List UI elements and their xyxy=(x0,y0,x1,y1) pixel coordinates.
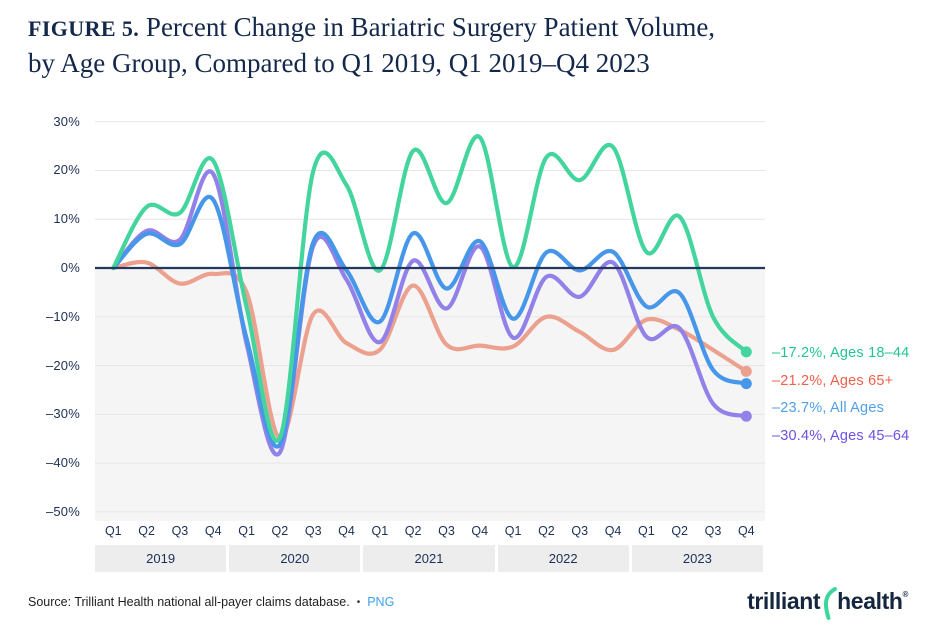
legend-entry: –23.7%, All Ages xyxy=(772,400,885,416)
x-tick-quarter: Q4 xyxy=(737,524,755,538)
registered-mark: ® xyxy=(902,590,909,599)
series-end-dot-ages-65- xyxy=(740,365,752,377)
legend-entry: –17.2%, Ages 18–44 xyxy=(772,345,910,361)
x-tick-quarter: Q1 xyxy=(238,524,255,538)
series-end-dot-ages-45-64 xyxy=(740,410,752,422)
y-tick-label: –10% xyxy=(45,308,80,324)
x-tick-quarter: Q3 xyxy=(171,524,189,538)
figure-title-line1: Percent Change in Bariatric Surgery Pati… xyxy=(139,12,716,42)
x-tick-quarter: Q4 xyxy=(204,524,222,538)
logo-word-trilliant: trilliant xyxy=(747,588,821,614)
year-band: 2023 xyxy=(631,545,763,572)
series-line-ages-18-44 xyxy=(111,134,749,443)
x-tick-quarter: Q1 xyxy=(638,524,655,538)
x-tick-quarter: Q2 xyxy=(671,524,689,538)
x-tick-quarter: Q2 xyxy=(538,524,555,538)
x-tick-quarter: Q4 xyxy=(338,524,355,538)
x-tick-quarter: Q1 xyxy=(504,524,522,538)
trilliant-health-logo: trilliant health ® xyxy=(747,587,909,620)
logo-swoosh-icon xyxy=(824,587,838,620)
legend: –17.2%, Ages 18–44 –21.2%, Ages 65+ –23.7%… xyxy=(772,340,909,450)
x-tick-quarter: Q2 xyxy=(271,524,289,538)
series-line-ages-65- xyxy=(111,259,749,441)
logo-word-health: health xyxy=(837,588,903,614)
y-tick-label: –30% xyxy=(45,406,80,422)
x-tick-quarter: Q3 xyxy=(438,524,455,538)
figure-title: FIGURE 5. Percent Change in Bariatric Su… xyxy=(28,10,898,80)
x-tick-quarter: Q3 xyxy=(571,524,589,538)
year-band: 2019 xyxy=(95,545,227,572)
x-tick-quarter: Q3 xyxy=(704,524,722,538)
figure-title-line2: by Age Group, Compared to Q1 2019, Q1 20… xyxy=(28,48,650,78)
year-band: 2022 xyxy=(497,545,629,572)
x-tick-quarter: Q4 xyxy=(604,524,622,538)
series-line-all-ages xyxy=(111,194,749,449)
x-tick-quarter: Q1 xyxy=(371,524,389,538)
png-link[interactable]: PNG xyxy=(367,595,395,609)
y-tick-label: 30% xyxy=(53,113,80,129)
x-tick-quarter: Q4 xyxy=(471,524,489,538)
x-tick-quarter: Q2 xyxy=(138,524,155,538)
series-end-dot-ages-18-44 xyxy=(740,346,752,358)
series-line-ages-45-64 xyxy=(111,169,749,457)
source-text: Source: Trilliant Health national all-pa… xyxy=(28,595,350,609)
bullet-separator: • xyxy=(356,597,361,608)
y-tick-label: –20% xyxy=(45,357,80,373)
x-tick-quarter: Q3 xyxy=(304,524,322,538)
footer: Source: Trilliant Health national all-pa… xyxy=(28,595,394,609)
y-tick-label: –40% xyxy=(45,455,80,471)
y-tick-label: –50% xyxy=(45,503,80,519)
legend-entry: –30.4%, Ages 45–64 xyxy=(772,427,910,444)
y-tick-label: 10% xyxy=(53,211,80,227)
figure-label: FIGURE 5. xyxy=(28,16,140,41)
legend-entry: –21.2%, Ages 65+ xyxy=(772,372,894,389)
x-tick-quarter: Q1 xyxy=(104,524,122,538)
year-band: 2020 xyxy=(229,545,361,572)
y-tick-label: 0% xyxy=(60,260,80,275)
below-zero-shading xyxy=(95,268,765,521)
y-tick-label: 20% xyxy=(53,162,80,178)
year-band: 2021 xyxy=(363,545,495,572)
series-end-dot-all-ages xyxy=(740,378,752,390)
x-tick-quarter: Q2 xyxy=(404,524,422,538)
